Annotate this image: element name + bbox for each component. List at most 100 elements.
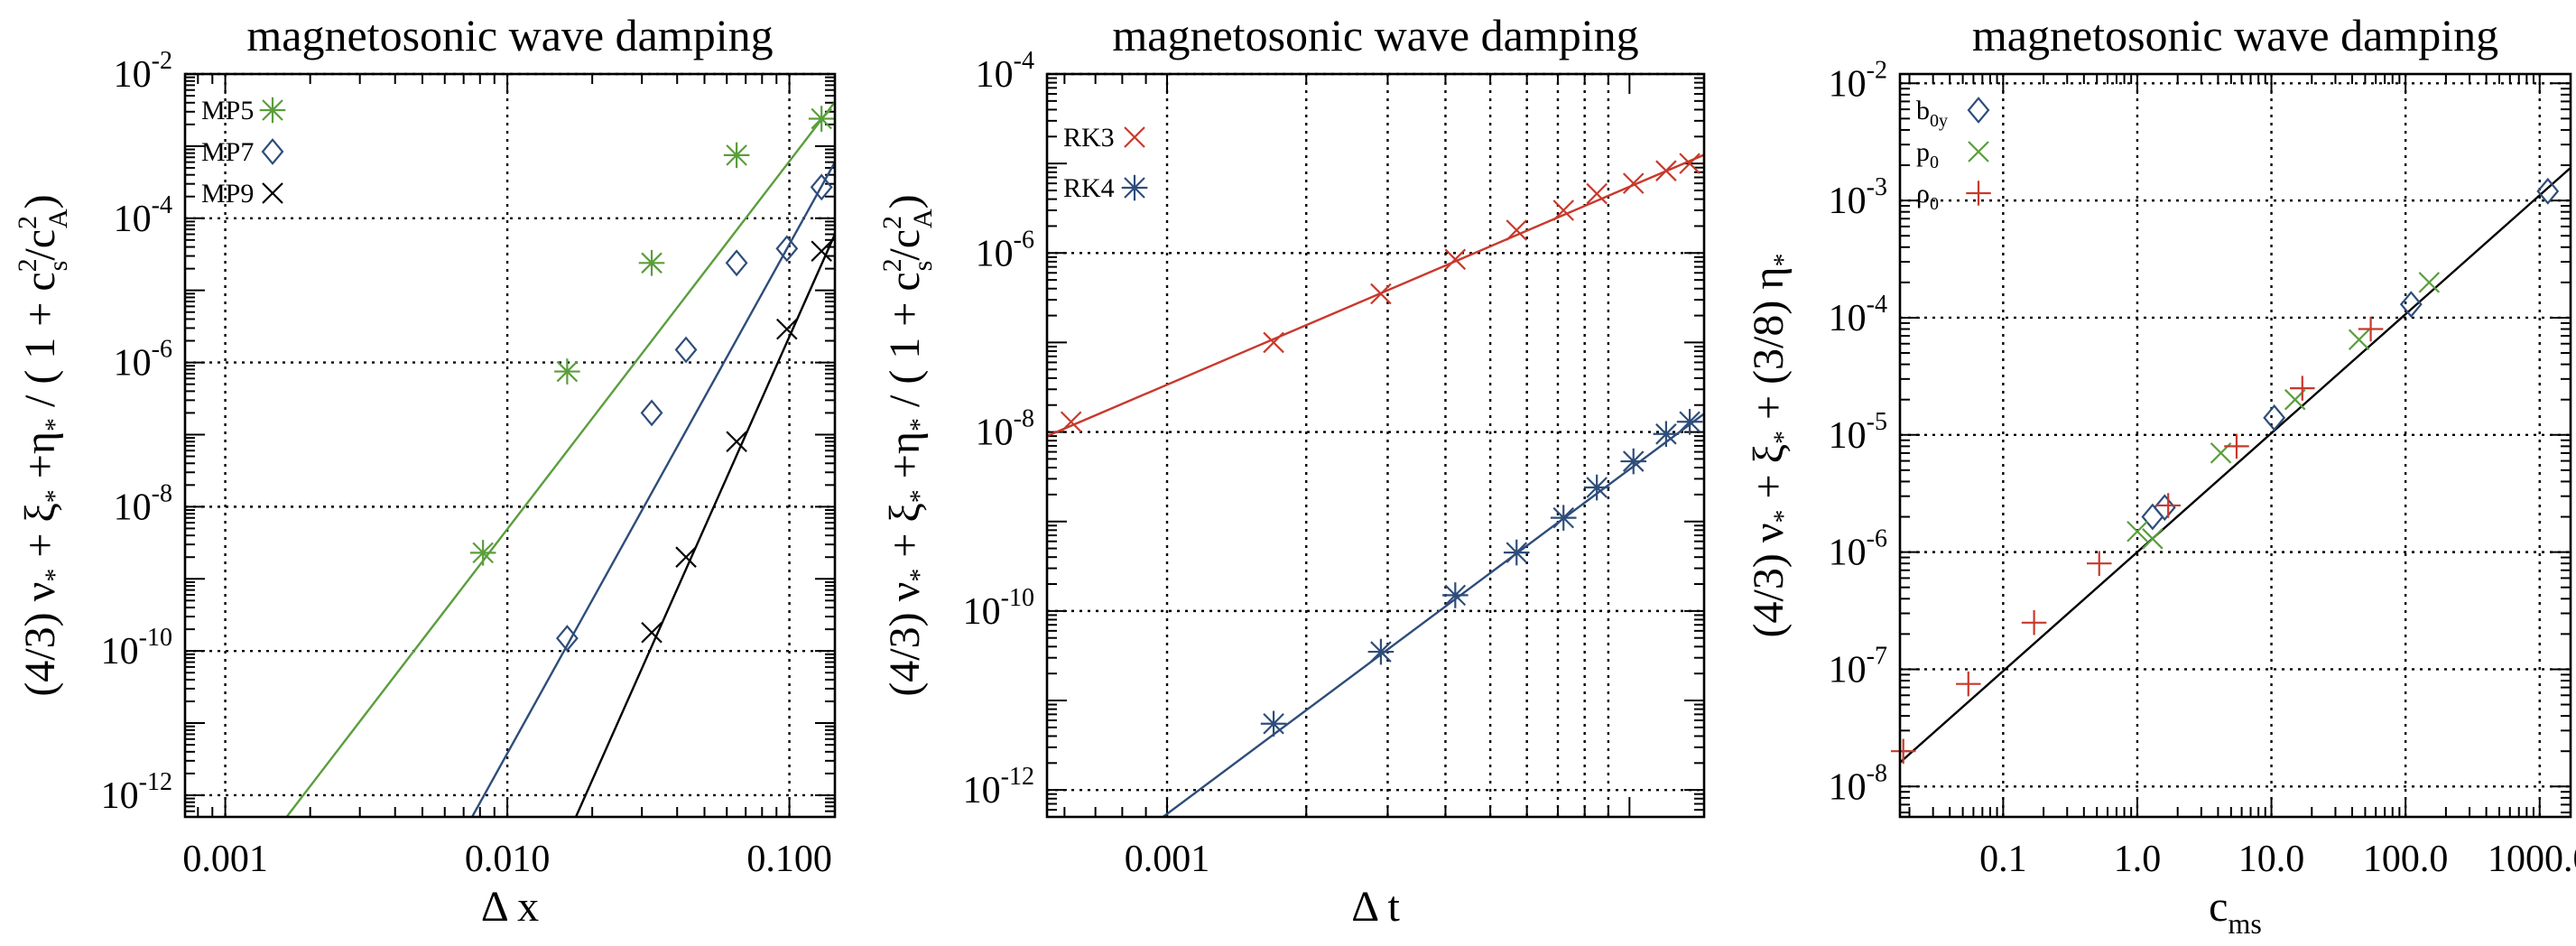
- data-point-mp5-2: [554, 358, 580, 385]
- y-tick-label: 10-8: [114, 479, 172, 528]
- data-point-mp7-2: [640, 399, 663, 427]
- fit-line-1: [1047, 153, 1704, 438]
- data-point-mp5-5: [808, 106, 835, 132]
- x-axis-label: cms: [2209, 883, 2262, 940]
- legend-item-3: ρ0: [1916, 179, 1991, 214]
- y-tick-label: 10-10: [963, 584, 1034, 633]
- x-tick-label: 100.0: [2363, 839, 2449, 880]
- data-point-rk3-1: [1060, 411, 1082, 433]
- y-tick-label: 10-5: [1829, 408, 1887, 457]
- axes-frame: [183, 72, 837, 819]
- data-point-rk3-7: [1586, 182, 1608, 205]
- data-point-0-2: [1956, 671, 1981, 697]
- y-tick-label: 10-8: [1829, 759, 1887, 808]
- y-axis-label: (4/3) ν* + ξ* +η* / ( 1 + c2s/c2A): [877, 194, 938, 696]
- data-point-rk3-10: [1679, 153, 1700, 174]
- data-point-mp7-6: [810, 173, 833, 201]
- legend: b0y p0 ρ0: [1916, 96, 1991, 214]
- chart-title: magnetosonic wave damping: [1972, 10, 2498, 60]
- y-tick-label: 10-2: [114, 47, 172, 96]
- chart-title: magnetosonic wave damping: [246, 10, 773, 60]
- legend-marker-3: [262, 182, 283, 204]
- data-point-rk4-5: [1550, 505, 1577, 531]
- data-point-rk4-2: [1367, 638, 1395, 665]
- y-tick-label: 10-10: [101, 624, 172, 672]
- data-point-p0-5: [2348, 329, 2370, 351]
- legend-marker-2: [1968, 141, 1989, 162]
- legend: MP5 MP7 MP9: [201, 96, 286, 209]
- data-point-rk3-8: [1622, 172, 1645, 194]
- legend-item-1: MP5: [201, 96, 286, 125]
- legend-marker-1: [1967, 97, 1990, 124]
- data-point-b0y-4: [2399, 291, 2423, 319]
- data-point-mp7-1: [555, 625, 579, 653]
- data-point-rk4-3: [1442, 582, 1469, 608]
- data-point-mp9-3: [726, 431, 747, 452]
- data-point-0-6: [2224, 433, 2249, 459]
- data-point-mp5-1: [469, 540, 496, 566]
- data-point-p0-6: [2418, 272, 2441, 293]
- y-tick-label: 10-6: [976, 226, 1034, 274]
- legend-marker-1: [259, 97, 286, 124]
- chart-panel-2: magnetosonic wave damping 0.001 10-12 10-10…: [877, 10, 1706, 931]
- legend-label: MP7: [201, 137, 254, 167]
- x-tick-label: 1000.0: [2488, 839, 2576, 880]
- y-tick-label: 10-8: [976, 405, 1034, 454]
- legend-label: MP9: [201, 179, 254, 209]
- data-point-rk3-3: [1370, 283, 1392, 305]
- y-tick-label: 10-4: [1829, 291, 1887, 339]
- fit-line-2: [1162, 413, 1704, 817]
- legend-marker-2: [261, 138, 284, 165]
- legend-item-2: RK4: [1063, 173, 1148, 203]
- x-axis-label: Δ t: [1351, 883, 1400, 931]
- y-tick-label: 10-6: [1829, 525, 1887, 574]
- data-point-0-4: [2087, 551, 2112, 576]
- legend-label: RK3: [1063, 123, 1115, 153]
- data-point-mp9-4: [776, 318, 798, 340]
- fit-line-1: [285, 101, 835, 817]
- data-point-0-3: [2021, 610, 2047, 635]
- legend-label: p0: [1916, 137, 1939, 172]
- y-axis-label: (4/3) ν* + ξ* + (3/8) η*: [1745, 254, 1798, 638]
- data-point-rk4-9: [1676, 408, 1703, 435]
- data-point-rk4-6: [1583, 474, 1610, 501]
- data-point-0-1: [1890, 738, 1916, 764]
- data-point-mp7-3: [674, 336, 698, 364]
- legend-marker-3: [1966, 181, 1991, 206]
- data-point-rk3-6: [1552, 199, 1575, 221]
- data-point-rk3-4: [1444, 248, 1467, 271]
- chart-panel-1: magnetosonic wave damping 0.001 0.010 0.100…: [13, 10, 837, 931]
- y-tick-label: 10-4: [976, 47, 1034, 96]
- data-point-rk3-2: [1263, 331, 1284, 354]
- data-point-0-7: [2290, 376, 2315, 401]
- data-point-mp7-5: [775, 235, 799, 263]
- legend-item-3: MP9: [201, 179, 283, 209]
- y-tick-label: 10-12: [101, 768, 172, 817]
- y-tick-label: 10-7: [1829, 642, 1887, 691]
- fit-line-1: [1900, 167, 2571, 764]
- x-axis-label: Δ x: [481, 883, 539, 931]
- legend-item-1: b0y: [1916, 96, 1990, 131]
- y-tick-label: 10-3: [1829, 173, 1887, 222]
- legend-label: RK4: [1063, 173, 1115, 203]
- data-point-b0y-3: [2263, 403, 2286, 431]
- legend-label: b0y: [1916, 96, 1948, 131]
- fit-line-3: [574, 234, 835, 817]
- legend: RK3 RK4: [1063, 123, 1148, 203]
- x-tick-label: 10.0: [2238, 839, 2305, 880]
- x-tick-label: 0.100: [746, 839, 832, 880]
- y-tick-label: 10-2: [1829, 56, 1887, 105]
- data-point-0-5: [2155, 493, 2181, 518]
- data-point-p0-2: [2142, 528, 2164, 550]
- y-axis-label: (4/3) ν* + ξ* +η* / ( 1 + c2s/c2A): [13, 194, 73, 696]
- data-point-rk4-1: [1260, 710, 1287, 737]
- data-point-rk3-9: [1655, 160, 1677, 181]
- x-tick-label: 0.001: [1125, 839, 1210, 880]
- fit-line-2: [470, 162, 835, 817]
- y-tick-label: 10-4: [114, 191, 172, 240]
- legend-item-2: p0: [1916, 137, 1989, 172]
- y-tick-label: 10-6: [114, 336, 172, 385]
- data-point-rk4-7: [1620, 448, 1647, 475]
